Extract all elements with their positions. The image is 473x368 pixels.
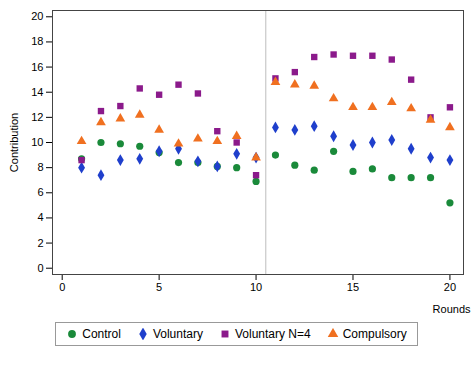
svg-text:20: 20 xyxy=(31,10,43,22)
svg-text:0: 0 xyxy=(37,262,43,274)
svg-text:2: 2 xyxy=(37,237,43,249)
svg-text:12: 12 xyxy=(31,111,43,123)
html-text:Voluntary N=4: Voluntary N=4 xyxy=(235,327,311,341)
svg-text:5: 5 xyxy=(156,281,162,293)
svg-text:14: 14 xyxy=(31,86,43,98)
svg-text:20: 20 xyxy=(444,281,456,293)
svg-text:18: 18 xyxy=(31,35,43,47)
html-text:Compulsory: Compulsory xyxy=(342,327,407,341)
svg-text:16: 16 xyxy=(31,61,43,73)
svg-text:8: 8 xyxy=(37,161,43,173)
svg-text:15: 15 xyxy=(347,281,359,293)
svg-text:4: 4 xyxy=(37,211,43,223)
svg-text:0: 0 xyxy=(59,281,65,293)
svg-text:Contribution: Contribution xyxy=(8,113,20,172)
html-text:Voluntary: Voluntary xyxy=(152,327,203,341)
html-text:Control: Control xyxy=(82,327,121,341)
svg-text:6: 6 xyxy=(37,186,43,198)
svg-text:10: 10 xyxy=(250,281,262,293)
svg-text:Rounds: Rounds xyxy=(433,303,471,315)
svg-text:10: 10 xyxy=(31,136,43,148)
